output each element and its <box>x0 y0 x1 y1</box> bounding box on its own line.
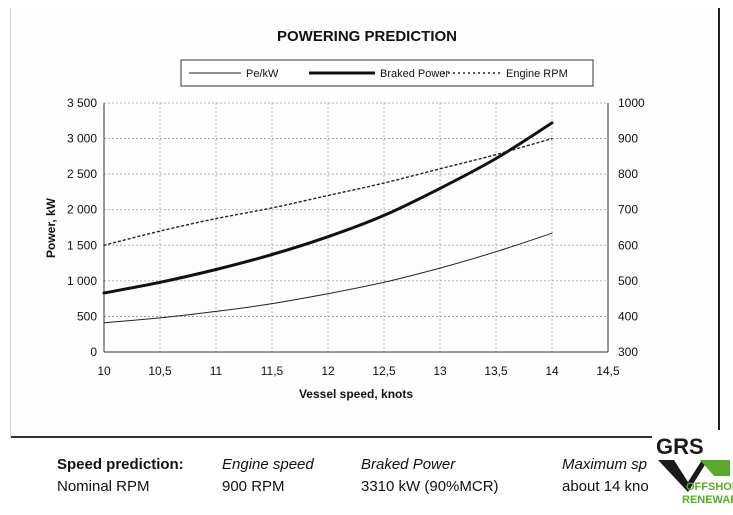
braked-power-label: Braked Power <box>361 456 456 473</box>
y-tick-label: 2 000 <box>67 203 97 217</box>
y-tick-label: 0 <box>90 345 97 359</box>
y-tick-label: 1 500 <box>67 238 97 252</box>
y-tick-label: 2 500 <box>67 167 97 181</box>
legend-label: Engine RPM <box>506 68 568 80</box>
chart-ticks: 10 10,5 11 11,5 12 12,5 13 13,5 14 14,5 0 500 1 000 1… <box>67 96 645 378</box>
engine-speed-column: Engine speed 900 RPM <box>222 456 314 495</box>
x-axis-label: Vessel speed, knots <box>299 387 413 401</box>
x-tick-label: 11 <box>210 364 223 378</box>
logo-text-renewables: RENEWABLES <box>682 494 733 506</box>
braked-power-column: Braked Power 3310 kW (90%MCR) <box>361 456 499 495</box>
engine-speed-value: 900 RPM <box>222 478 285 495</box>
logo-chevron-green <box>700 460 730 476</box>
y2-tick-label: 300 <box>618 345 638 359</box>
y2-tick-label: 800 <box>618 167 638 181</box>
y2-tick-label: 900 <box>618 132 638 146</box>
maximum-speed-value: about 14 kno <box>562 478 649 495</box>
chart-legend: Pe/kW Braked Power Engine RPM <box>180 59 594 87</box>
series-line-engine-rpm <box>103 137 553 246</box>
speed-prediction-footer: Speed prediction: Nominal RPM Engine spe… <box>0 452 733 510</box>
x-tick-label: 11,5 <box>261 364 284 378</box>
x-tick-label: 10,5 <box>148 364 172 378</box>
y2-tick-label: 600 <box>618 238 638 252</box>
y-tick-label: 1 000 <box>67 274 97 288</box>
series-line-pe-kw <box>103 232 553 324</box>
y2-tick-label: 1000 <box>618 96 645 110</box>
speed-prediction-label: Speed prediction: <box>57 456 184 473</box>
legend-label: Braked Power <box>380 68 449 80</box>
x-tick-label: 14 <box>545 364 559 378</box>
y-tick-label: 3 500 <box>67 96 97 110</box>
x-tick-label: 12 <box>321 364 335 378</box>
logo-text-grs: GRS <box>656 434 704 459</box>
braked-power-value: 3310 kW (90%MCR) <box>361 478 499 495</box>
legend-label: Pe/kW <box>246 68 279 80</box>
legend-box <box>180 59 594 87</box>
x-tick-label: 12,5 <box>372 364 396 378</box>
y2-tick-label: 400 <box>618 309 638 323</box>
engine-speed-label: Engine speed <box>222 456 314 473</box>
powering-prediction-chart: POWERING PREDICTION Pe/kW Braked Power Eng… <box>44 28 645 401</box>
maximum-speed-label: Maximum sp <box>562 456 648 473</box>
y-tick-label: 3 000 <box>67 132 97 146</box>
x-tick-label: 14,5 <box>596 364 620 378</box>
chart-axes <box>103 103 609 353</box>
chart-title: POWERING PREDICTION <box>277 28 457 45</box>
speed-prediction-value: Nominal RPM <box>57 478 150 495</box>
x-tick-label: 10 <box>97 364 111 378</box>
x-tick-label: 13,5 <box>484 364 508 378</box>
y-axis-label: Power, kW <box>44 197 58 258</box>
page-edge <box>10 8 11 438</box>
y2-tick-label: 500 <box>618 274 638 288</box>
maximum-speed-column: Maximum sp about 14 kno <box>562 456 649 495</box>
speed-prediction-column: Speed prediction: Nominal RPM <box>57 456 184 495</box>
y-tick-label: 500 <box>77 309 97 323</box>
series-line-braked-power <box>102 121 554 295</box>
y2-tick-label: 700 <box>618 203 638 217</box>
chart-series <box>102 121 554 324</box>
x-tick-label: 13 <box>433 364 447 378</box>
logo-chevron-dark <box>658 460 708 492</box>
